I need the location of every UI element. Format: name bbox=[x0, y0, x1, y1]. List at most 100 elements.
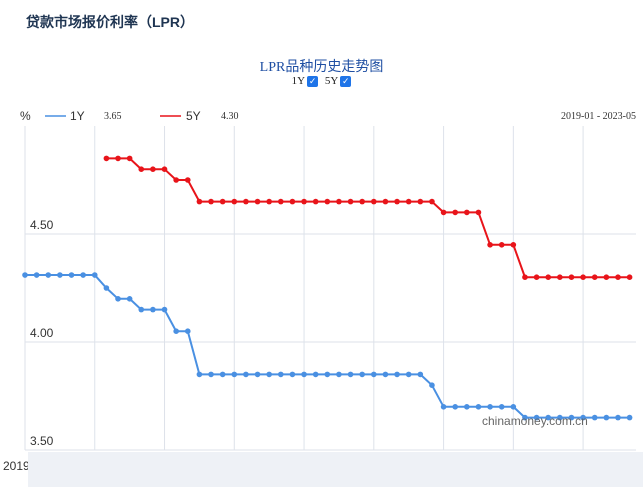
data-point-5y[interactable] bbox=[429, 198, 435, 205]
data-point-1y[interactable] bbox=[103, 285, 110, 291]
data-point-5y[interactable] bbox=[150, 166, 156, 172]
data-point-5y[interactable] bbox=[126, 155, 133, 162]
data-point-1y[interactable] bbox=[394, 371, 400, 378]
data-point-1y[interactable] bbox=[254, 371, 261, 378]
data-point-1y[interactable] bbox=[568, 414, 575, 421]
data-point-5y[interactable] bbox=[568, 274, 575, 281]
data-point-1y[interactable] bbox=[312, 371, 319, 378]
data-point-5y[interactable] bbox=[371, 198, 377, 205]
data-point-5y[interactable] bbox=[382, 198, 389, 205]
data-point-5y[interactable] bbox=[289, 198, 296, 205]
data-point-5y[interactable] bbox=[347, 198, 354, 205]
data-point-1y[interactable] bbox=[301, 371, 307, 378]
data-point-1y[interactable] bbox=[510, 404, 517, 410]
data-point-5y[interactable] bbox=[103, 155, 110, 162]
data-point-1y[interactable] bbox=[184, 328, 191, 335]
data-point-1y[interactable] bbox=[45, 272, 52, 278]
data-point-1y[interactable] bbox=[382, 371, 389, 378]
data-point-5y[interactable] bbox=[254, 198, 261, 205]
data-point-1y[interactable] bbox=[57, 272, 63, 278]
data-point-1y[interactable] bbox=[359, 371, 365, 378]
data-point-5y[interactable] bbox=[557, 274, 563, 281]
data-point-5y[interactable] bbox=[510, 242, 517, 248]
data-point-1y[interactable] bbox=[580, 414, 586, 421]
data-point-1y[interactable] bbox=[626, 414, 633, 421]
data-point-1y[interactable] bbox=[557, 414, 563, 421]
data-point-1y[interactable] bbox=[289, 371, 296, 378]
data-point-5y[interactable] bbox=[533, 274, 540, 281]
data-point-1y[interactable] bbox=[545, 414, 552, 421]
data-point-1y[interactable] bbox=[33, 272, 40, 278]
data-point-1y[interactable] bbox=[440, 404, 447, 410]
data-point-1y[interactable] bbox=[219, 371, 226, 378]
data-point-1y[interactable] bbox=[277, 371, 284, 378]
data-point-5y[interactable] bbox=[208, 198, 214, 205]
data-point-1y[interactable] bbox=[347, 371, 354, 378]
data-point-1y[interactable] bbox=[68, 272, 75, 278]
data-point-1y[interactable] bbox=[231, 371, 238, 378]
data-point-5y[interactable] bbox=[626, 274, 633, 281]
data-point-5y[interactable] bbox=[243, 198, 249, 205]
data-point-5y[interactable] bbox=[301, 198, 307, 205]
data-point-1y[interactable] bbox=[126, 296, 133, 302]
data-point-5y[interactable] bbox=[359, 198, 365, 205]
data-point-1y[interactable] bbox=[173, 328, 179, 335]
data-point-1y[interactable] bbox=[243, 371, 249, 378]
data-point-1y[interactable] bbox=[324, 371, 331, 378]
data-point-1y[interactable] bbox=[115, 296, 121, 302]
data-point-5y[interactable] bbox=[324, 198, 331, 205]
data-point-5y[interactable] bbox=[161, 166, 168, 172]
data-point-1y[interactable] bbox=[417, 371, 424, 378]
data-point-1y[interactable] bbox=[487, 404, 493, 410]
data-point-1y[interactable] bbox=[208, 371, 214, 378]
data-point-5y[interactable] bbox=[522, 274, 528, 281]
data-point-5y[interactable] bbox=[173, 177, 179, 183]
data-point-1y[interactable] bbox=[615, 414, 621, 421]
data-point-5y[interactable] bbox=[487, 242, 493, 248]
data-point-5y[interactable] bbox=[277, 198, 284, 205]
data-point-5y[interactable] bbox=[115, 155, 121, 162]
data-point-1y[interactable] bbox=[91, 272, 98, 278]
data-point-5y[interactable] bbox=[196, 198, 203, 205]
checkbox-checked-icon[interactable]: ✓ bbox=[307, 75, 319, 87]
data-point-5y[interactable] bbox=[405, 198, 412, 205]
data-point-1y[interactable] bbox=[80, 272, 86, 278]
data-point-1y[interactable] bbox=[475, 404, 482, 410]
data-point-5y[interactable] bbox=[417, 198, 424, 205]
data-point-1y[interactable] bbox=[533, 414, 540, 421]
data-point-5y[interactable] bbox=[219, 198, 226, 205]
data-point-5y[interactable] bbox=[603, 274, 610, 281]
checkbox-checked-icon[interactable]: ✓ bbox=[340, 75, 352, 87]
data-point-5y[interactable] bbox=[336, 198, 342, 205]
data-point-5y[interactable] bbox=[498, 242, 505, 248]
data-point-5y[interactable] bbox=[475, 209, 482, 216]
data-point-1y[interactable] bbox=[603, 414, 610, 421]
data-point-1y[interactable] bbox=[591, 414, 598, 421]
data-point-1y[interactable] bbox=[452, 404, 458, 410]
data-point-5y[interactable] bbox=[394, 198, 400, 205]
data-point-5y[interactable] bbox=[231, 198, 238, 205]
data-point-5y[interactable] bbox=[184, 177, 191, 183]
data-point-5y[interactable] bbox=[266, 198, 272, 205]
data-point-5y[interactable] bbox=[138, 166, 145, 172]
data-point-1y[interactable] bbox=[429, 382, 435, 389]
data-point-1y[interactable] bbox=[161, 306, 168, 313]
data-point-1y[interactable] bbox=[464, 404, 470, 410]
data-point-5y[interactable] bbox=[464, 209, 470, 216]
data-point-1y[interactable] bbox=[336, 371, 342, 378]
data-point-1y[interactable] bbox=[522, 414, 528, 421]
toggle-5y[interactable]: 5Y ✓ bbox=[325, 75, 352, 87]
data-point-5y[interactable] bbox=[615, 274, 621, 281]
data-point-5y[interactable] bbox=[580, 274, 586, 281]
data-point-1y[interactable] bbox=[22, 272, 28, 278]
data-point-5y[interactable] bbox=[545, 274, 552, 281]
data-point-1y[interactable] bbox=[405, 371, 412, 378]
data-point-1y[interactable] bbox=[371, 371, 377, 378]
data-point-1y[interactable] bbox=[196, 371, 203, 378]
data-point-5y[interactable] bbox=[591, 274, 598, 281]
data-point-5y[interactable] bbox=[452, 209, 458, 216]
data-point-5y[interactable] bbox=[440, 209, 447, 216]
data-point-5y[interactable] bbox=[312, 198, 319, 205]
data-point-1y[interactable] bbox=[150, 306, 156, 313]
data-point-1y[interactable] bbox=[266, 371, 272, 378]
